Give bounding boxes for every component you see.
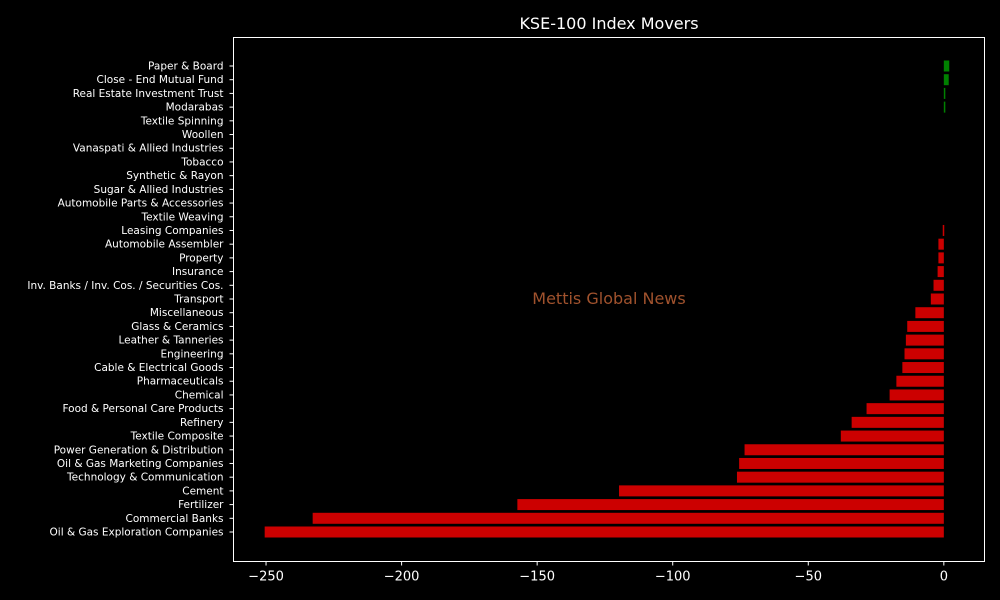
category-label: Cement bbox=[182, 485, 223, 497]
bar bbox=[889, 389, 944, 401]
category-label: Sugar & Allied Industries bbox=[94, 184, 224, 196]
category-labels: Oil & Gas Exploration Companies Commercia… bbox=[27, 61, 234, 539]
category-label: Property bbox=[179, 252, 223, 264]
category-label: Close - End Mutual Fund bbox=[97, 74, 224, 86]
bar bbox=[739, 457, 944, 469]
category-label: Insurance bbox=[172, 266, 224, 278]
bar bbox=[851, 416, 944, 428]
bar bbox=[904, 348, 944, 360]
bar bbox=[264, 526, 944, 538]
bar bbox=[840, 430, 944, 442]
category-label: Technology & Communication bbox=[66, 472, 223, 484]
watermark: Mettis Global News bbox=[532, 289, 685, 308]
category-label: Leasing Companies bbox=[121, 225, 223, 237]
bar bbox=[938, 252, 944, 264]
category-label: Tobacco bbox=[180, 156, 223, 168]
category-label: Cable & Electrical Goods bbox=[94, 362, 223, 374]
category-label: Textile Weaving bbox=[141, 211, 224, 223]
bar bbox=[907, 320, 944, 332]
category-label: Woollen bbox=[182, 129, 224, 141]
x-tick-label: −250 bbox=[248, 570, 284, 585]
category-label: Paper & Board bbox=[148, 61, 223, 73]
x-tick-label: 0 bbox=[940, 570, 948, 585]
bar bbox=[866, 403, 944, 415]
category-label: Chemical bbox=[175, 389, 224, 401]
category-label: Engineering bbox=[161, 348, 224, 360]
category-label: Transport bbox=[173, 294, 223, 306]
bar bbox=[905, 334, 944, 346]
category-label: Automobile Assembler bbox=[105, 239, 224, 251]
category-label: Fertilizer bbox=[178, 499, 224, 511]
x-axis-ticks: −250 −200 −150 −100 −50 0 bbox=[248, 561, 948, 585]
category-label: Synthetic & Rayon bbox=[126, 170, 223, 182]
category-label: Real Estate Investment Trust bbox=[73, 88, 224, 100]
x-tick-label: −100 bbox=[655, 570, 691, 585]
bar bbox=[933, 279, 944, 291]
category-label: Modarabas bbox=[166, 102, 224, 114]
bar bbox=[312, 512, 944, 524]
bar bbox=[930, 293, 944, 305]
bar bbox=[943, 60, 950, 72]
category-label: Vanaspati & Allied Industries bbox=[73, 143, 224, 155]
bar bbox=[896, 375, 944, 387]
category-label: Inv. Banks / Inv. Cos. / Securities Cos. bbox=[27, 280, 223, 292]
x-tick-label: −50 bbox=[795, 570, 822, 585]
category-label: Pharmaceuticals bbox=[137, 376, 224, 388]
bar bbox=[902, 362, 944, 374]
category-label: Glass & Ceramics bbox=[131, 321, 223, 333]
category-label: Oil & Gas Exploration Companies bbox=[50, 527, 224, 539]
category-label: Automobile Parts & Accessories bbox=[58, 198, 224, 210]
x-tick-label: −150 bbox=[519, 570, 555, 585]
bar bbox=[744, 444, 944, 456]
category-label: Food & Personal Care Products bbox=[62, 403, 223, 415]
bar bbox=[943, 87, 946, 99]
category-label: Textile Composite bbox=[130, 431, 224, 443]
bar bbox=[915, 307, 944, 319]
bar bbox=[942, 224, 945, 236]
category-label: Oil & Gas Marketing Companies bbox=[57, 458, 224, 470]
bar bbox=[943, 101, 946, 113]
bar bbox=[943, 74, 949, 86]
category-label: Textile Spinning bbox=[140, 115, 224, 127]
bar bbox=[937, 266, 944, 278]
category-label: Refinery bbox=[180, 417, 224, 429]
category-label: Miscellaneous bbox=[150, 307, 224, 319]
bar bbox=[517, 499, 944, 511]
category-label: Leather & Tanneries bbox=[118, 335, 223, 347]
x-tick-label: −200 bbox=[384, 570, 420, 585]
chart-title: KSE-100 Index Movers bbox=[519, 14, 698, 33]
category-label: Commercial Banks bbox=[126, 513, 224, 525]
bar bbox=[938, 238, 944, 250]
bar bbox=[619, 485, 944, 497]
bar bbox=[736, 471, 944, 483]
bars-group bbox=[264, 60, 950, 538]
category-label: Power Generation & Distribution bbox=[54, 444, 224, 456]
